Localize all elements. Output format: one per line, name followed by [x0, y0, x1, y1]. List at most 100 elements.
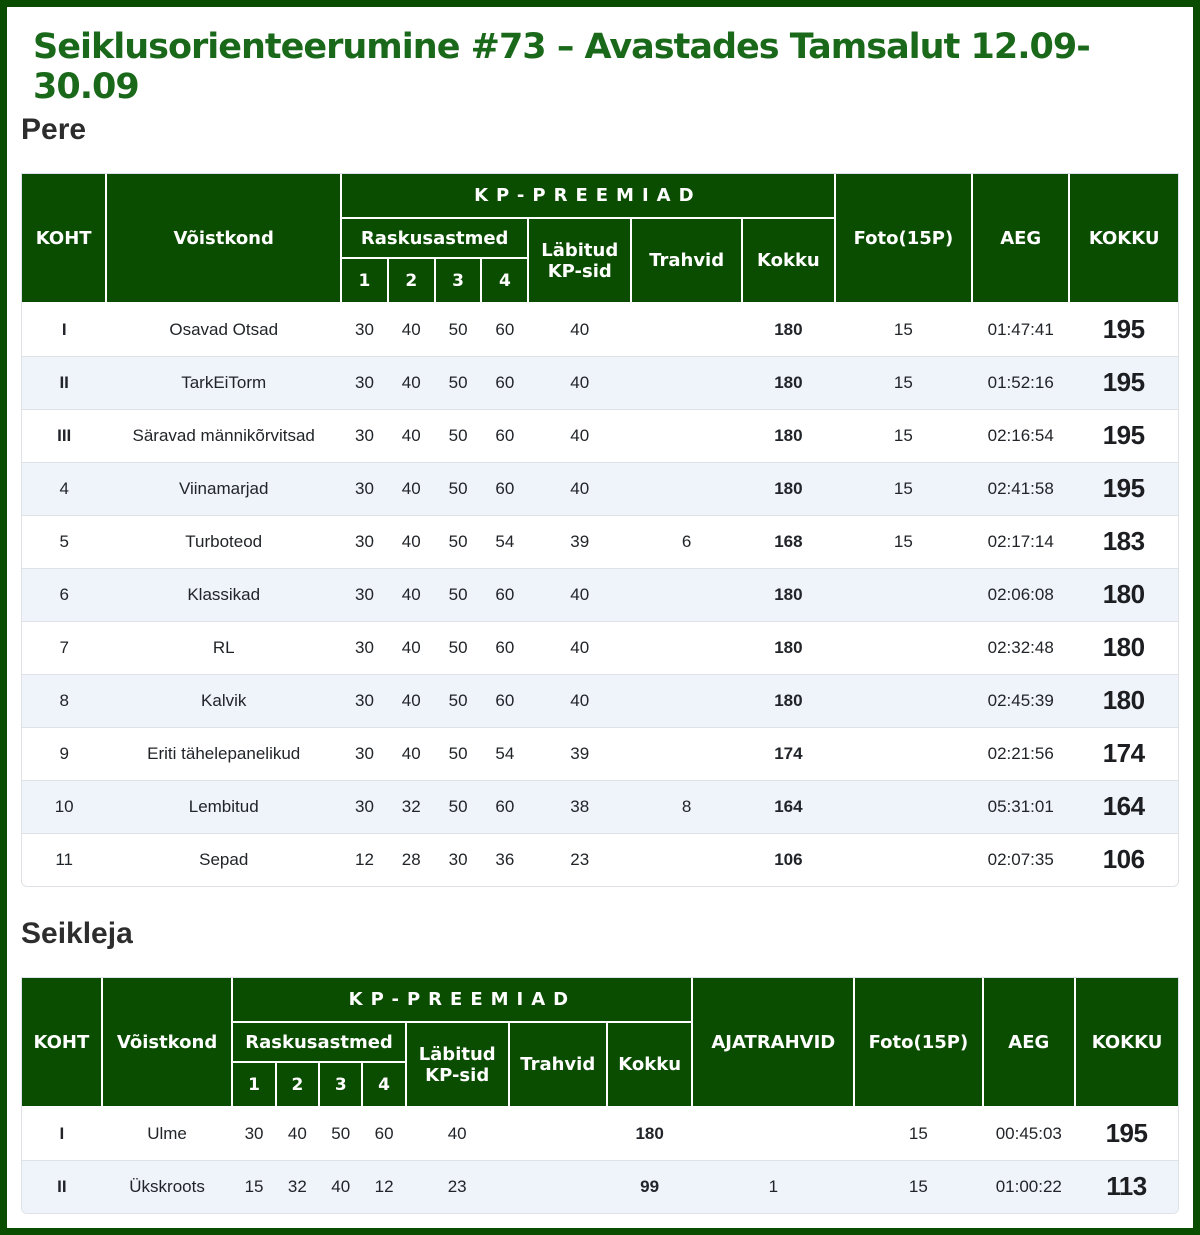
cell-foto: 15	[834, 408, 973, 462]
cell-aeg: 02:21:56	[972, 726, 1070, 780]
cell-labitud-kp: 40	[528, 567, 632, 621]
cell-kokku: 180	[606, 1106, 693, 1160]
cell-koht: 10	[22, 779, 107, 833]
cell-level-2: 40	[387, 567, 435, 621]
cell-level-3: 50	[434, 408, 482, 462]
col-header-ajatrahvid: AJATRAHVID	[691, 978, 856, 1108]
cell-aeg: 05:31:01	[972, 779, 1070, 833]
results-table-pere: KOHT Võistkond KP-PREEMIAD Foto(15P) AEG…	[22, 174, 1178, 886]
table-header: KOHT Võistkond KP-PREEMIAD Foto(15P) AEG…	[22, 174, 1178, 304]
cell-trahvid	[631, 673, 743, 727]
cell-ajatrahvid	[692, 1106, 855, 1160]
cell-kokku-total: 195	[1069, 355, 1178, 409]
col-header-koht: KOHT	[22, 978, 103, 1108]
cell-team: Osavad Otsad	[106, 302, 342, 356]
cell-level-2: 40	[387, 726, 435, 780]
cell-koht: 9	[22, 726, 107, 780]
cell-level-2: 40	[387, 514, 435, 568]
cell-level-3: 50	[434, 567, 482, 621]
cell-kokku-total: 183	[1069, 514, 1178, 568]
table-row: 5 Turboteod 30 40 50 54 39 6 168 15 02:17:14 183	[22, 514, 1178, 568]
cell-level-2: 40	[275, 1106, 320, 1160]
cell-aeg: 01:47:41	[972, 302, 1070, 356]
section-heading-pere: Pere	[21, 113, 87, 146]
cell-kokku: 168	[742, 514, 835, 568]
results-table-card-seikleja: KOHT Võistkond KP-PREEMIAD AJATRAHVID Fo…	[21, 977, 1179, 1214]
cell-team: Ükskroots	[101, 1159, 233, 1213]
cell-level-4: 60	[481, 408, 529, 462]
table-row: I Osavad Otsad 30 40 50 60 40 180 15 01:47:41 195	[22, 302, 1178, 356]
cell-level-4: 60	[481, 620, 529, 674]
cell-trahvid	[631, 408, 743, 462]
table-row: 10 Lembitud 30 32 50 60 38 8 164 05:31:01 164	[22, 779, 1178, 833]
cell-trahvid	[508, 1159, 607, 1213]
cell-koht: 4	[22, 461, 107, 515]
cell-aeg: 01:00:22	[982, 1159, 1076, 1213]
cell-team: Kalvik	[106, 673, 342, 727]
cell-level-4: 60	[481, 461, 529, 515]
cell-labitud-kp: 39	[528, 514, 632, 568]
cell-level-2: 28	[387, 832, 435, 886]
cell-ajatrahvid: 1	[692, 1159, 855, 1213]
cell-koht: II	[22, 1159, 102, 1213]
cell-labitud-kp: 23	[405, 1159, 509, 1213]
cell-level-4: 60	[481, 355, 529, 409]
cell-level-3: 50	[319, 1106, 363, 1160]
page-title: Seiklusorienteerumine #73 – Avastades Ta…	[33, 27, 1091, 107]
col-header-voistkond: Võistkond	[105, 174, 343, 304]
cell-aeg: 00:45:03	[982, 1106, 1076, 1160]
cell-level-1: 30	[341, 514, 388, 568]
table-row: 9 Eriti tähelepanelikud 30 40 50 54 39 174 02:21…	[22, 726, 1178, 780]
cell-level-4: 60	[362, 1106, 406, 1160]
cell-kokku-total: 195	[1075, 1106, 1178, 1160]
table-row: 8 Kalvik 30 40 50 60 40 180 02:45:39 180	[22, 673, 1178, 727]
cell-level-2: 32	[387, 779, 435, 833]
table-row: II Ükskroots 15 32 40 12 23 99 1 15 01:00:22 113	[22, 1159, 1178, 1213]
col-header-level-2: 2	[386, 257, 436, 304]
cell-kokku: 180	[742, 461, 835, 515]
cell-team: Säravad männikõrvitsad	[106, 408, 342, 462]
cell-aeg: 02:45:39	[972, 673, 1070, 727]
cell-trahvid	[631, 832, 743, 886]
cell-aeg: 02:17:14	[972, 514, 1070, 568]
cell-koht: 7	[22, 620, 107, 674]
cell-level-4: 12	[362, 1159, 406, 1213]
cell-kokku-total: 164	[1069, 779, 1178, 833]
cell-foto	[834, 832, 973, 886]
cell-kokku-total: 113	[1075, 1159, 1178, 1213]
col-header-koht: KOHT	[22, 174, 108, 304]
section-pere: Pere KOHT Võistkond KP-PREEMIAD Foto(15P…	[21, 113, 1179, 887]
table-row: 4 Viinamarjad 30 40 50 60 40 180 15 02:41:58 195	[22, 461, 1178, 515]
cell-level-1: 30	[341, 779, 388, 833]
cell-level-3: 50	[434, 514, 482, 568]
cell-labitud-kp: 40	[528, 408, 632, 462]
cell-labitud-kp: 40	[528, 461, 632, 515]
cell-level-1: 30	[341, 355, 388, 409]
table-row: III Säravad männikõrvitsad 30 40 50 60 40 180 15…	[22, 408, 1178, 462]
cell-koht: III	[22, 408, 107, 462]
cell-trahvid	[631, 726, 743, 780]
cell-level-1: 30	[341, 408, 388, 462]
cell-trahvid: 6	[631, 514, 743, 568]
cell-labitud-kp: 40	[528, 302, 632, 356]
cell-kokku-total: 195	[1069, 302, 1178, 356]
cell-level-4: 60	[481, 779, 529, 833]
cell-level-1: 15	[232, 1159, 276, 1213]
cell-trahvid: 8	[631, 779, 743, 833]
cell-kokku: 180	[742, 567, 835, 621]
cell-level-3: 50	[434, 673, 482, 727]
results-table-seikleja: KOHT Võistkond KP-PREEMIAD AJATRAHVID Fo…	[22, 978, 1178, 1213]
cell-kokku: 164	[742, 779, 835, 833]
cell-koht: 11	[22, 832, 107, 886]
cell-level-1: 30	[341, 567, 388, 621]
cell-trahvid	[631, 461, 743, 515]
col-header-labitud-kp: Läbitud KP-sid	[527, 217, 633, 304]
cell-koht: II	[22, 355, 107, 409]
col-header-aeg: AEG	[971, 174, 1071, 304]
col-header-level-3: 3	[433, 257, 483, 304]
cell-level-2: 40	[387, 302, 435, 356]
cell-foto: 15	[834, 461, 973, 515]
cell-aeg: 02:07:35	[972, 832, 1070, 886]
col-header-kp-preemiad: KP-PREEMIAD	[231, 978, 694, 1023]
cell-kokku: 180	[742, 620, 835, 674]
